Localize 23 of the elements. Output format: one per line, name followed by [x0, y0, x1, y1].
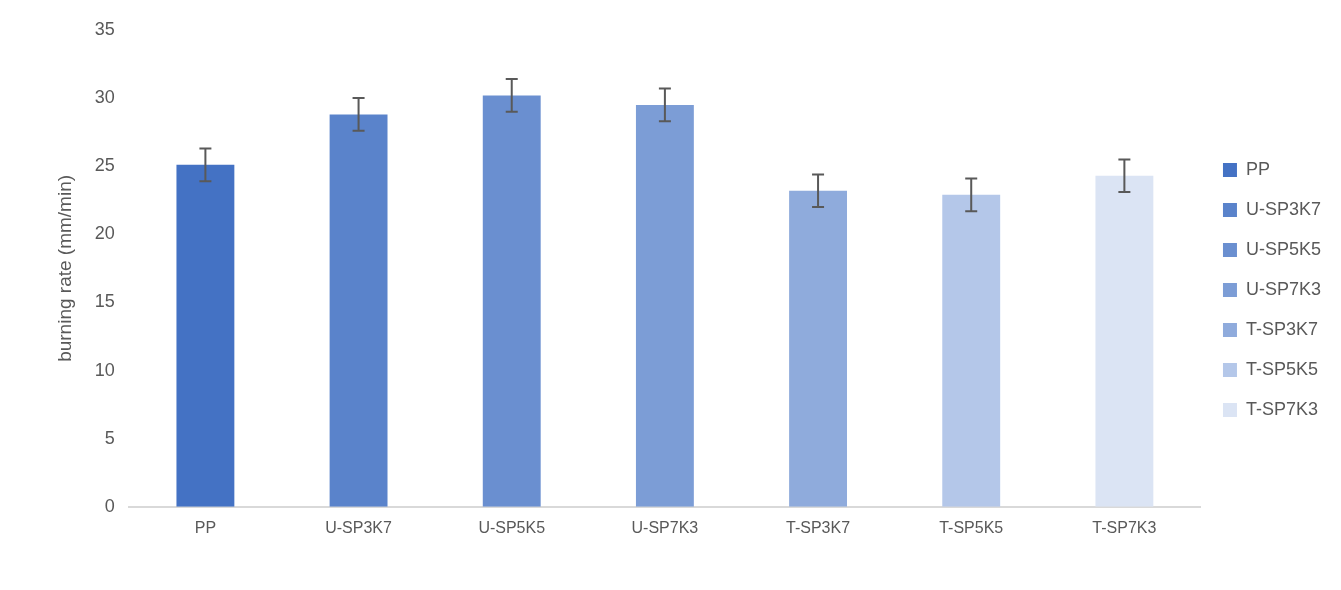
y-tick-label: 5 [104, 427, 115, 448]
y-tick-label: 35 [94, 18, 115, 39]
y-tick-label: 0 [104, 495, 115, 516]
legend-label: T-SP3K7 [1245, 318, 1319, 339]
legend-label: U-SP5K5 [1245, 238, 1322, 259]
x-tick-label: T-SP3K7 [786, 518, 851, 536]
y-tick-label: 10 [94, 359, 115, 380]
y-axis-title: burning rate (mm/min) [53, 174, 75, 362]
legend-label: PP [1245, 158, 1270, 179]
x-tick-label: PP [194, 518, 217, 536]
y-tick-label: 15 [94, 291, 115, 312]
legend-label: U-SP7K3 [1245, 278, 1322, 299]
x-tick-label: T-SP5K5 [939, 518, 1004, 536]
x-tick-label: T-SP7K3 [1092, 518, 1157, 536]
legend-label: U-SP3K7 [1245, 198, 1322, 219]
x-tick-label: U-SP5K5 [478, 518, 546, 536]
x-tick-label: U-SP7K3 [631, 518, 699, 536]
y-tick-label: 30 [94, 87, 115, 108]
legend-label: T-SP5K5 [1245, 358, 1319, 379]
legend-label: T-SP7K3 [1245, 398, 1319, 419]
y-tick-label: 25 [94, 155, 115, 176]
y-tick-label: 20 [94, 223, 115, 244]
x-tick-label: U-SP3K7 [325, 518, 393, 536]
